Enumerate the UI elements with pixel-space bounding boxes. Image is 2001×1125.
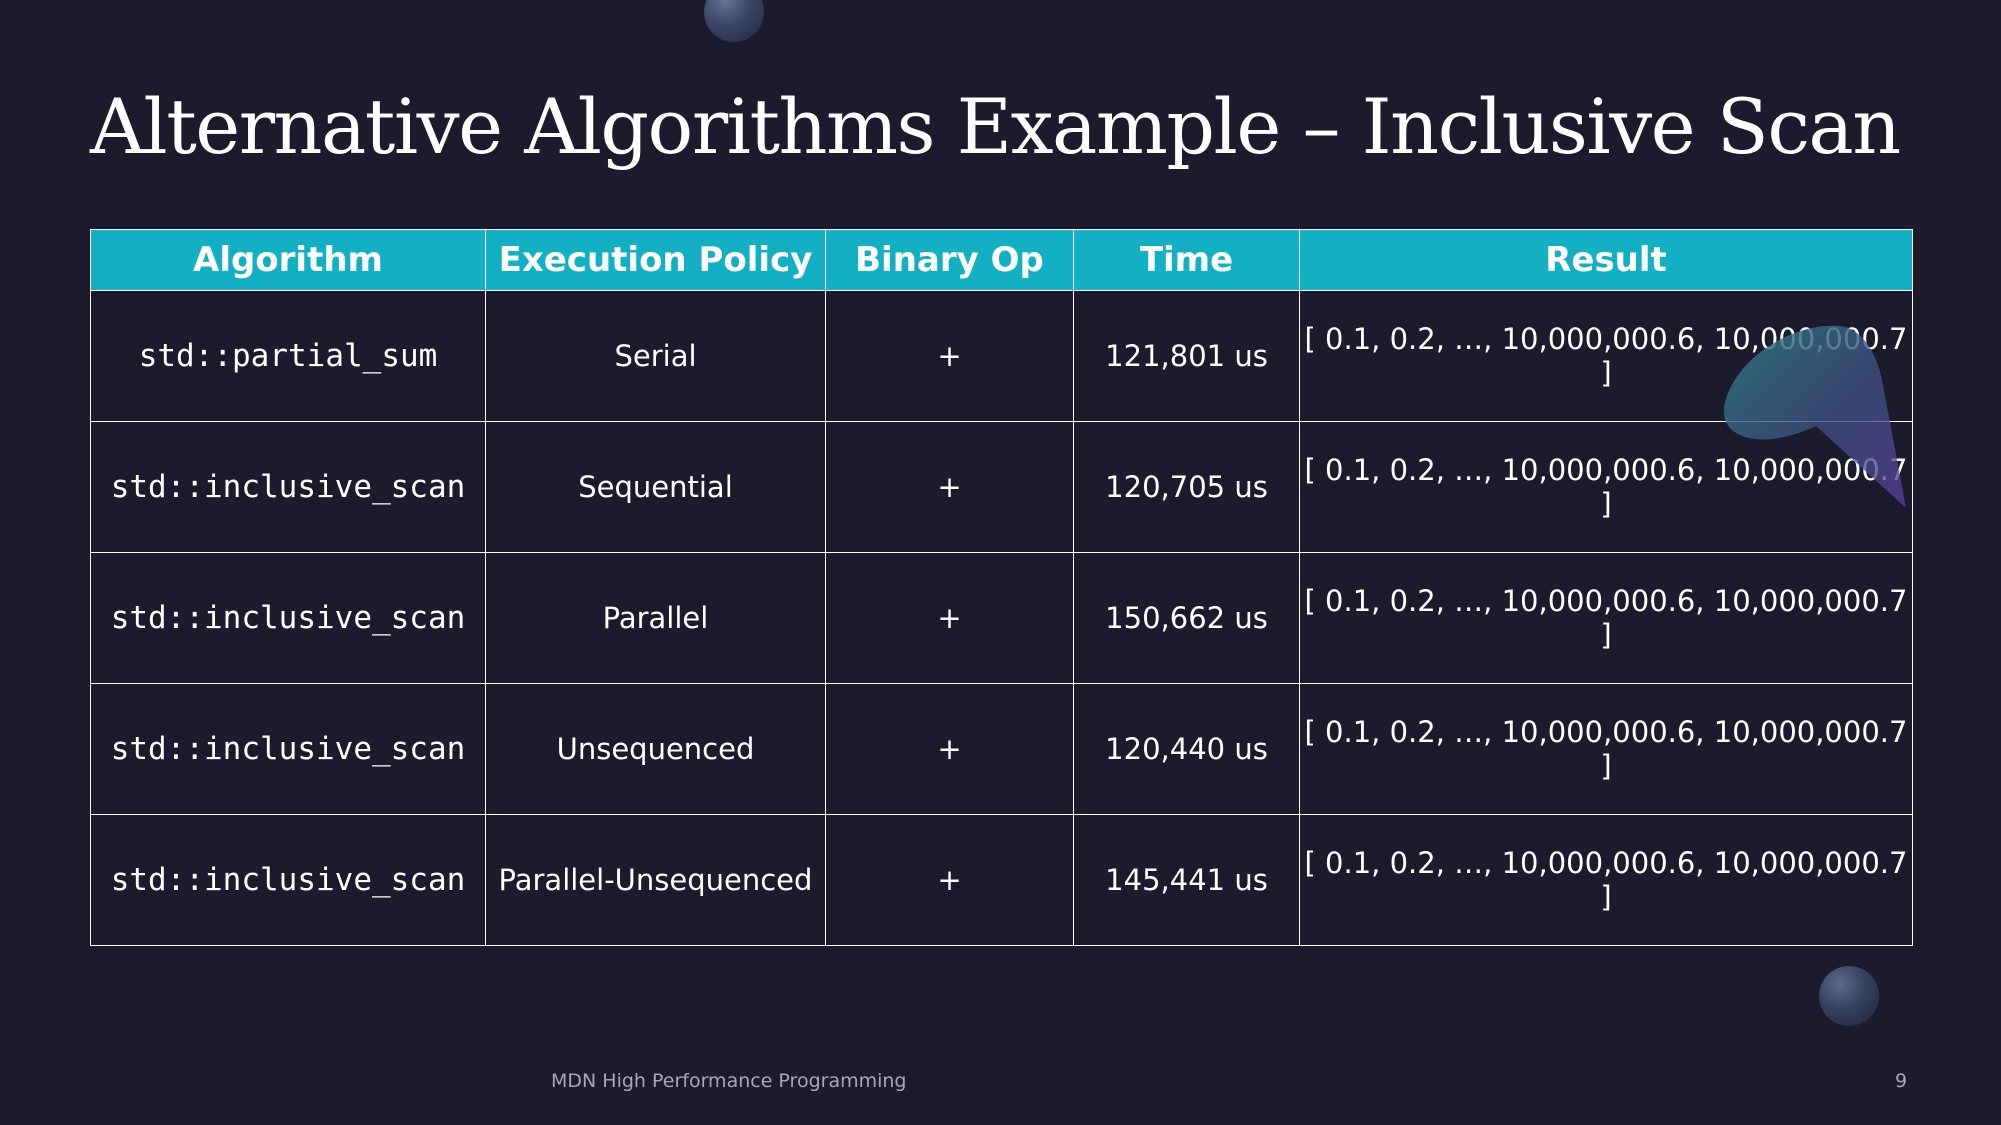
execution-policy-cell: Parallel-Unsequenced — [485, 814, 826, 946]
binary-op-cell: + — [825, 552, 1074, 684]
result-cell: [ 0.1, 0.2, …, 10,000,000.6, 10,000,000.… — [1299, 814, 1913, 946]
algorithm-cell: std::inclusive_scan — [90, 814, 486, 946]
algorithm-cell: std::inclusive_scan — [90, 683, 486, 815]
algorithm-cell: std::inclusive_scan — [90, 552, 486, 684]
table-header-row: Algorithm Execution Policy Binary Op Tim… — [90, 229, 1913, 291]
time-cell: 120,705 us — [1073, 421, 1300, 553]
binary-op-cell: + — [825, 683, 1074, 815]
result-cell: [ 0.1, 0.2, …, 10,000,000.6, 10,000,000.… — [1299, 683, 1913, 815]
column-header-algorithm: Algorithm — [90, 229, 486, 291]
execution-policy-cell: Unsequenced — [485, 683, 826, 815]
binary-op-cell: + — [825, 814, 1074, 946]
execution-policy-cell: Serial — [485, 290, 826, 422]
time-cell: 145,441 us — [1073, 814, 1300, 946]
binary-op-cell: + — [825, 290, 1074, 422]
page-number: 9 — [1895, 1070, 1908, 1092]
column-header-time: Time — [1073, 229, 1300, 291]
table-row: std::inclusive_scan Unsequenced + 120,44… — [90, 683, 1913, 815]
table-row: std::inclusive_scan Parallel + 150,662 u… — [90, 552, 1913, 684]
algorithm-cell: std::inclusive_scan — [90, 421, 486, 553]
binary-op-cell: + — [825, 421, 1074, 553]
slide-title: Alternative Algorithms Example – Inclusi… — [90, 82, 1901, 171]
footer-text: MDN High Performance Programming — [551, 1070, 907, 1092]
results-table: Algorithm Execution Policy Binary Op Tim… — [90, 229, 1913, 946]
execution-policy-cell: Parallel — [485, 552, 826, 684]
column-header-execution-policy: Execution Policy — [485, 229, 826, 291]
result-cell: [ 0.1, 0.2, …, 10,000,000.6, 10,000,000.… — [1299, 290, 1913, 422]
column-header-binary-op: Binary Op — [825, 229, 1074, 291]
time-cell: 150,662 us — [1073, 552, 1300, 684]
decorative-orb — [1819, 966, 1879, 1026]
result-cell: [ 0.1, 0.2, …, 10,000,000.6, 10,000,000.… — [1299, 552, 1913, 684]
time-cell: 120,440 us — [1073, 683, 1300, 815]
decorative-orb — [704, 0, 764, 42]
execution-policy-cell: Sequential — [485, 421, 826, 553]
table-row: std::inclusive_scan Parallel-Unsequenced… — [90, 814, 1913, 946]
column-header-result: Result — [1299, 229, 1913, 291]
algorithm-cell: std::partial_sum — [90, 290, 486, 422]
table-row: std::inclusive_scan Sequential + 120,705… — [90, 421, 1913, 553]
time-cell: 121,801 us — [1073, 290, 1300, 422]
result-cell: [ 0.1, 0.2, …, 10,000,000.6, 10,000,000.… — [1299, 421, 1913, 553]
table-row: std::partial_sum Serial + 121,801 us [ 0… — [90, 290, 1913, 422]
